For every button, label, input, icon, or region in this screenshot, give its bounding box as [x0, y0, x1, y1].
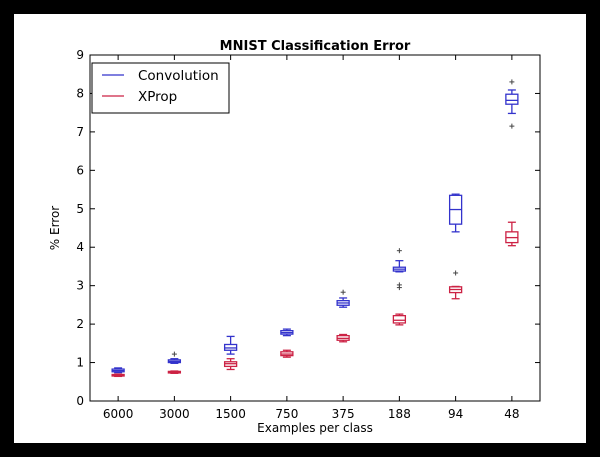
box-xprop-750: [280, 349, 294, 358]
box-convolution-188: [392, 248, 407, 291]
x-tick-labels: 6000 3000 1500 750 375 188 94 48: [103, 407, 520, 421]
box-xprop-3000: [167, 370, 182, 374]
y-tick-label: 2: [76, 317, 84, 331]
box-plots: [111, 79, 519, 378]
x-tick-label: 1500: [215, 407, 246, 421]
box-convolution-3000: [167, 351, 182, 364]
box-xprop-94: [448, 270, 463, 300]
chart-title: MNIST Classification Error: [220, 39, 411, 54]
mnist-error-chart: 0 1 2 3 4 5 6 7 8 9 6000 3000 1500 750 375 188 94 48 MNI…: [48, 39, 541, 435]
y-tick-label: 7: [76, 125, 84, 139]
box-convolution-94: [448, 193, 463, 233]
box-xprop-6000: [111, 373, 125, 378]
x-tick-label: 3000: [159, 407, 190, 421]
series-xprop: [111, 221, 519, 378]
box-xprop-48: [505, 221, 519, 247]
x-tick-label: 750: [275, 407, 298, 421]
y-tick-label: 0: [76, 394, 84, 408]
figure-frame: 0 1 2 3 4 5 6 7 8 9 6000 3000 1500 750 375 188 94 48 MNI…: [14, 14, 586, 443]
box-convolution-1500: [223, 335, 238, 355]
box-convolution-6000: [111, 367, 125, 374]
box-convolution-48: [505, 79, 519, 129]
y-tick-label: 8: [76, 86, 84, 100]
x-tick-marks: [117, 55, 513, 401]
x-tick-label: 48: [504, 407, 519, 421]
x-tick-label: 94: [448, 407, 463, 421]
y-tick-marks: [90, 54, 540, 402]
legend: Convolution XProp: [91, 62, 230, 114]
legend-label-xprop: XProp: [138, 89, 177, 105]
box-convolution-375: [336, 289, 350, 308]
box-xprop-188: [392, 313, 407, 326]
box-convolution-750: [280, 328, 294, 337]
box-body: [392, 315, 407, 324]
legend-frame: [91, 62, 230, 114]
box-body: [505, 93, 519, 105]
y-tick-label: 9: [76, 48, 84, 62]
x-axis-label: Examples per class: [257, 421, 373, 435]
x-tick-label: 188: [388, 407, 411, 421]
box-xprop-1500: [223, 358, 238, 371]
y-tick-label: 1: [76, 356, 84, 370]
x-tick-label: 6000: [103, 407, 134, 421]
y-tick-label: 3: [76, 279, 84, 293]
box-xprop-375: [336, 333, 350, 343]
legend-label-convolution: Convolution: [138, 68, 219, 84]
y-tick-label: 6: [76, 163, 84, 177]
series-convolution: [111, 79, 519, 374]
x-tick-label: 375: [332, 407, 355, 421]
y-tick-label: 5: [76, 202, 84, 216]
y-axis-label: % Error: [48, 206, 62, 251]
y-tick-labels: 0 1 2 3 4 5 6 7 8 9: [76, 48, 84, 408]
y-tick-label: 4: [76, 240, 84, 254]
